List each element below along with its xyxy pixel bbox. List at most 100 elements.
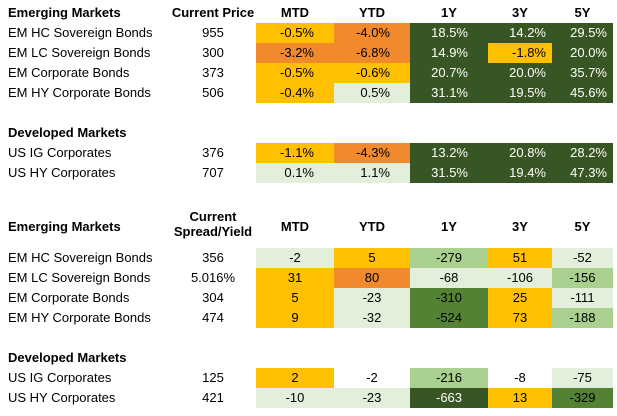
1y-cell: -310 bbox=[410, 288, 488, 308]
3y-cell: 51 bbox=[488, 248, 552, 268]
1y-cell: -524 bbox=[410, 308, 488, 328]
row-label: EM LC Sovereign Bonds bbox=[8, 268, 166, 288]
5y-cell: -52 bbox=[552, 248, 613, 268]
spreads-header-row: Emerging Markets Current Spread/Yield MT… bbox=[0, 217, 617, 243]
ytd-cell: -2 bbox=[334, 368, 410, 388]
ytd-cell: 80 bbox=[334, 268, 410, 288]
table-row: US IG Corporates 125 2 -2 -216 -8 -75 bbox=[0, 368, 617, 388]
1y-cell: 18.5% bbox=[410, 23, 488, 43]
ytd-cell: -32 bbox=[334, 308, 410, 328]
row-label: EM Corporate Bonds bbox=[8, 288, 166, 308]
table-row: EM Corporate Bonds 373 -0.5% -0.6% 20.7%… bbox=[0, 63, 617, 83]
row-label: EM HY Corporate Bonds bbox=[8, 308, 166, 328]
price-cell: 376 bbox=[170, 143, 256, 163]
1y-cell: -279 bbox=[410, 248, 488, 268]
3y-cell: 20.8% bbox=[488, 143, 552, 163]
mtd-cell: 2 bbox=[256, 368, 334, 388]
mtd-cell: -0.5% bbox=[256, 63, 334, 83]
price-cell: 373 bbox=[170, 63, 256, 83]
3y-cell: 25 bbox=[488, 288, 552, 308]
col-header-current-line1: Current bbox=[170, 209, 256, 224]
mtd-cell: 9 bbox=[256, 308, 334, 328]
row-label: EM HC Sovereign Bonds bbox=[8, 248, 166, 268]
table-row: EM HC Sovereign Bonds 356 -2 5 -279 51 -… bbox=[0, 248, 617, 268]
row-label: US IG Corporates bbox=[8, 368, 166, 388]
3y-cell: 19.4% bbox=[488, 163, 552, 183]
mtd-cell: 5 bbox=[256, 288, 334, 308]
col-header-mtd: MTD bbox=[256, 217, 334, 237]
table-row: US HY Corporates 707 0.1% 1.1% 31.5% 19.… bbox=[0, 163, 617, 183]
spread-cell: 421 bbox=[170, 388, 256, 408]
section-title-developed: Developed Markets bbox=[8, 348, 166, 368]
1y-cell: 20.7% bbox=[410, 63, 488, 83]
table-row: US HY Corporates 421 -10 -23 -663 13 -32… bbox=[0, 388, 617, 408]
col-header-mtd: MTD bbox=[256, 3, 334, 23]
col-header-3y: 3Y bbox=[488, 217, 552, 237]
5y-cell: 20.0% bbox=[552, 43, 613, 63]
5y-cell: -75 bbox=[552, 368, 613, 388]
5y-cell: 45.6% bbox=[552, 83, 613, 103]
5y-cell: -188 bbox=[552, 308, 613, 328]
price-cell: 506 bbox=[170, 83, 256, 103]
section-title-emerging: Emerging Markets bbox=[8, 3, 166, 23]
spread-cell: 474 bbox=[170, 308, 256, 328]
col-header-1y: 1Y bbox=[410, 217, 488, 237]
row-label: US HY Corporates bbox=[8, 163, 166, 183]
table-row: EM HY Corporate Bonds 506 -0.4% 0.5% 31.… bbox=[0, 83, 617, 103]
5y-cell: -156 bbox=[552, 268, 613, 288]
section-title-developed: Developed Markets bbox=[8, 123, 166, 143]
section-title-emerging: Emerging Markets bbox=[8, 217, 166, 237]
spread-cell: 5.016% bbox=[170, 268, 256, 288]
col-header-current-price: Current Price bbox=[170, 3, 256, 23]
5y-cell: 47.3% bbox=[552, 163, 613, 183]
ytd-cell: -6.8% bbox=[334, 43, 410, 63]
mtd-cell: -10 bbox=[256, 388, 334, 408]
ytd-cell: -4.0% bbox=[334, 23, 410, 43]
1y-cell: -68 bbox=[410, 268, 488, 288]
1y-cell: -663 bbox=[410, 388, 488, 408]
1y-cell: 31.5% bbox=[410, 163, 488, 183]
col-header-current-spread: Current Spread/Yield bbox=[170, 209, 256, 239]
col-header-ytd: YTD bbox=[334, 217, 410, 237]
3y-cell: -8 bbox=[488, 368, 552, 388]
col-header-3y: 3Y bbox=[488, 3, 552, 23]
price-cell: 955 bbox=[170, 23, 256, 43]
5y-cell: -329 bbox=[552, 388, 613, 408]
row-label: US HY Corporates bbox=[8, 388, 166, 408]
mtd-cell: -0.5% bbox=[256, 23, 334, 43]
1y-cell: 13.2% bbox=[410, 143, 488, 163]
5y-cell: 28.2% bbox=[552, 143, 613, 163]
ytd-cell: 1.1% bbox=[334, 163, 410, 183]
col-header-5y: 5Y bbox=[552, 3, 613, 23]
mtd-cell: -1.1% bbox=[256, 143, 334, 163]
table-row: EM HC Sovereign Bonds 955 -0.5% -4.0% 18… bbox=[0, 23, 617, 43]
table-row: EM Corporate Bonds 304 5 -23 -310 25 -11… bbox=[0, 288, 617, 308]
ytd-cell: -23 bbox=[334, 288, 410, 308]
section-header-row: Developed Markets bbox=[0, 348, 617, 368]
1y-cell: 31.1% bbox=[410, 83, 488, 103]
spread-cell: 125 bbox=[170, 368, 256, 388]
mtd-cell: 31 bbox=[256, 268, 334, 288]
row-label: US IG Corporates bbox=[8, 143, 166, 163]
mtd-cell: -2 bbox=[256, 248, 334, 268]
row-label: EM Corporate Bonds bbox=[8, 63, 166, 83]
row-label: EM LC Sovereign Bonds bbox=[8, 43, 166, 63]
table-row: US IG Corporates 376 -1.1% -4.3% 13.2% 2… bbox=[0, 143, 617, 163]
3y-cell: 20.0% bbox=[488, 63, 552, 83]
3y-cell: -1.8% bbox=[488, 43, 552, 63]
table-row: EM LC Sovereign Bonds 5.016% 31 80 -68 -… bbox=[0, 268, 617, 288]
ytd-cell: -0.6% bbox=[334, 63, 410, 83]
ytd-cell: -4.3% bbox=[334, 143, 410, 163]
5y-cell: 35.7% bbox=[552, 63, 613, 83]
3y-cell: 13 bbox=[488, 388, 552, 408]
1y-cell: 14.9% bbox=[410, 43, 488, 63]
3y-cell: 73 bbox=[488, 308, 552, 328]
table-row: EM LC Sovereign Bonds 300 -3.2% -6.8% 14… bbox=[0, 43, 617, 63]
row-label: EM HY Corporate Bonds bbox=[8, 83, 166, 103]
3y-cell: 14.2% bbox=[488, 23, 552, 43]
spread-cell: 356 bbox=[170, 248, 256, 268]
spread-cell: 304 bbox=[170, 288, 256, 308]
mtd-cell: -0.4% bbox=[256, 83, 334, 103]
row-label: EM HC Sovereign Bonds bbox=[8, 23, 166, 43]
col-header-ytd: YTD bbox=[334, 3, 410, 23]
